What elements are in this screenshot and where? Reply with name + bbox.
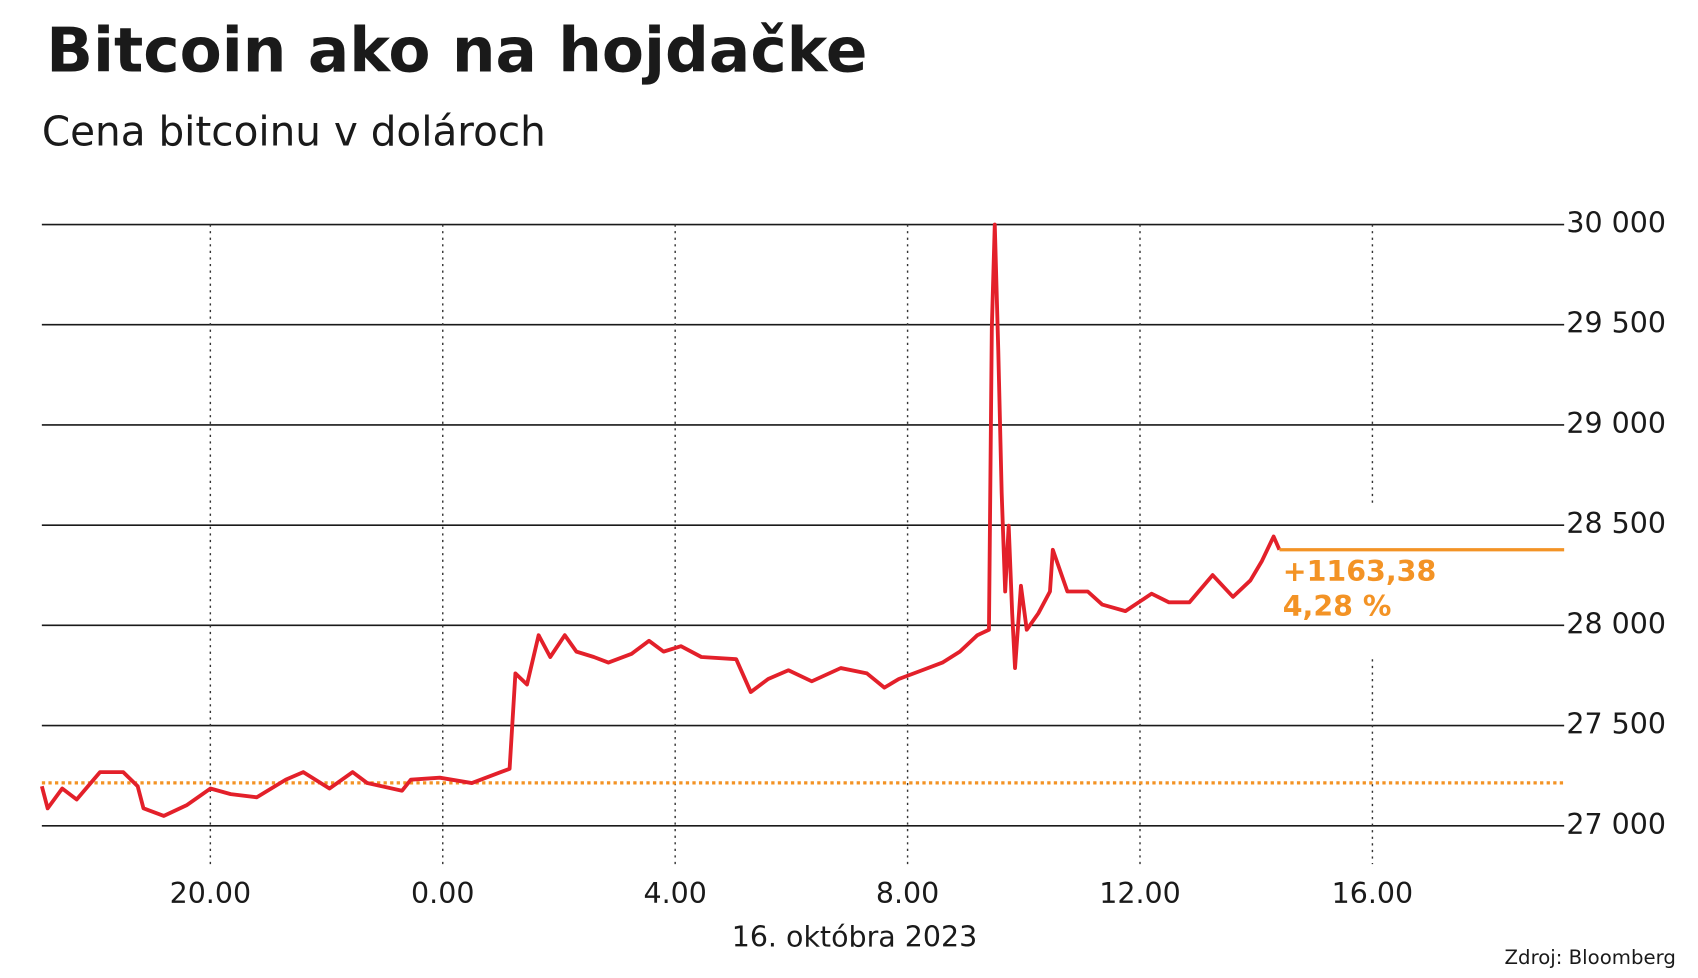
x-axis-label: 16. októbra 2023 bbox=[732, 921, 978, 954]
chart-subtitle: Cena bitcoinu v dolároch bbox=[42, 108, 546, 156]
y-tick-label: 27 000 bbox=[1566, 808, 1666, 841]
x-tick-label: 20.00 bbox=[170, 877, 252, 910]
y-tick-label: 27 500 bbox=[1566, 708, 1666, 741]
y-tick-label: 30 000 bbox=[1566, 207, 1666, 240]
chart-title: Bitcoin ako na hojdačke bbox=[46, 15, 867, 86]
annotation: 4,28 % bbox=[1283, 590, 1392, 623]
annotation: +1163,38 bbox=[1283, 555, 1437, 588]
y-tick-label: 29 000 bbox=[1566, 407, 1666, 440]
x-tick-label: 0.00 bbox=[411, 877, 474, 910]
x-tick-label: 16.00 bbox=[1332, 877, 1414, 910]
source: Zdroj: Bloomberg bbox=[1505, 946, 1676, 969]
y-tick-label: 28 500 bbox=[1566, 507, 1666, 540]
x-tick-label: 12.00 bbox=[1099, 877, 1181, 910]
price-line bbox=[39, 222, 1282, 818]
y-tick-label: 28 000 bbox=[1566, 607, 1666, 640]
y-tick-label: 29 500 bbox=[1566, 307, 1666, 340]
x-tick-label: 8.00 bbox=[876, 877, 939, 910]
x-tick-label: 4.00 bbox=[643, 877, 706, 910]
